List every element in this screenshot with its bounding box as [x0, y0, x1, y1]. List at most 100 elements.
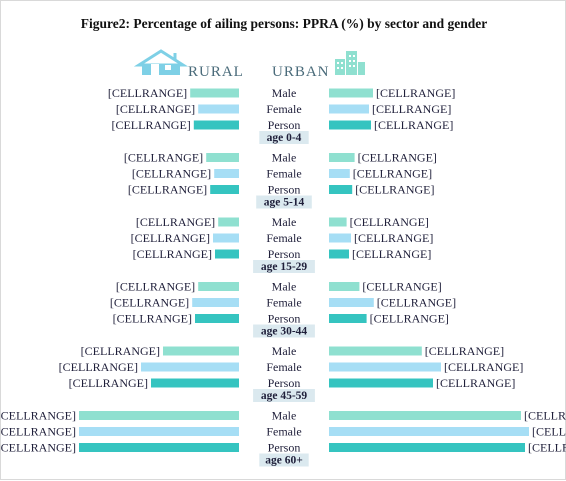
bar-rural-female — [79, 427, 239, 436]
age-group-label: age 5-14 — [264, 197, 305, 209]
data-label-rural: [CELLRANGE] — [116, 102, 195, 116]
category-label: Female — [266, 425, 301, 439]
bar-rural-female — [192, 298, 239, 307]
bar-rural-female — [198, 104, 239, 114]
bar-rural-male — [190, 88, 239, 98]
bar-rural-person — [215, 249, 239, 259]
age-label-background — [253, 260, 315, 273]
age-group-label: age 15-29 — [261, 261, 308, 273]
data-label-urban: [CELLRANGE] — [436, 376, 515, 390]
bar-rural-male — [206, 153, 239, 162]
legend-rural: RURAL — [188, 64, 244, 80]
data-label-urban: [CELLRANGE] — [350, 215, 429, 229]
bar-urban-male — [329, 346, 422, 356]
bar-urban-male — [329, 217, 347, 227]
bar-rural-female — [214, 169, 239, 178]
data-label-urban: [CELLRANGE] — [353, 167, 432, 181]
bar-urban-person — [329, 249, 349, 259]
category-label: Male — [272, 86, 297, 100]
data-label-rural: [CELLRANGE] — [1, 425, 76, 439]
bar-urban-female — [329, 298, 374, 307]
urban-buildings-icon — [335, 51, 365, 75]
bar-urban-female — [329, 104, 369, 114]
data-label-urban: [CELLRANGE] — [425, 344, 504, 358]
bar-rural-male — [198, 282, 239, 291]
data-label-rural: [CELLRANGE] — [81, 344, 160, 358]
data-label-rural: [CELLRANGE] — [133, 247, 212, 261]
category-label: Female — [266, 360, 301, 374]
age-group-label: age 60+ — [265, 455, 303, 467]
age-group-label: age 30-44 — [261, 326, 308, 338]
category-label: Person — [268, 312, 301, 326]
category-label: Person — [268, 183, 301, 197]
data-label-rural: [CELLRANGE] — [111, 118, 190, 132]
bar-rural-male — [79, 411, 239, 420]
category-label: Female — [266, 296, 301, 310]
bar-urban-person — [329, 443, 525, 452]
age-label-background — [253, 324, 315, 338]
data-label-urban: [CELLRANGE] — [362, 280, 441, 294]
age-group-label: age 45-59 — [261, 390, 308, 402]
category-label: Person — [268, 376, 301, 390]
bar-rural-person — [193, 120, 239, 130]
data-label-rural: [CELLRANGE] — [136, 215, 215, 229]
bar-urban-female — [329, 427, 529, 436]
data-label-rural: [CELLRANGE] — [69, 376, 148, 390]
bar-rural-person — [79, 443, 239, 452]
data-label-urban: [CELLRANGE] — [358, 151, 437, 165]
bar-urban-male — [329, 282, 360, 291]
data-label-urban: [CELLRANGE] — [444, 360, 523, 374]
bar-rural-female — [141, 362, 239, 372]
data-label-urban: [CELLRANGE] — [370, 312, 449, 326]
data-label-rural: [CELLRANGE] — [59, 360, 138, 374]
data-label-urban: [CELLRANGE] — [532, 425, 566, 439]
data-label-urban: [CELLRANGE] — [374, 118, 453, 132]
data-label-rural: [CELLRANGE] — [1, 441, 76, 455]
legend-urban: URBAN — [272, 64, 330, 80]
age-group-label: age 0-4 — [267, 132, 302, 144]
age-label-background — [256, 195, 312, 209]
data-label-urban: [CELLRANGE] — [372, 102, 451, 116]
data-label-rural: [CELLRANGE] — [110, 296, 189, 310]
data-label-urban: [CELLRANGE] — [528, 441, 566, 455]
bar-urban-female — [329, 233, 351, 243]
data-label-rural: [CELLRANGE] — [108, 86, 187, 100]
data-label-rural: [CELLRANGE] — [124, 151, 203, 165]
category-label: Female — [266, 167, 301, 181]
bar-urban-female — [329, 362, 441, 372]
category-label: Male — [272, 280, 297, 294]
data-label-rural: [CELLRANGE] — [1, 409, 76, 423]
data-label-urban: [CELLRANGE] — [352, 247, 431, 261]
rural-house-icon — [133, 49, 189, 75]
bar-urban-female — [329, 169, 350, 178]
bar-rural-person — [195, 314, 239, 323]
category-label: Female — [266, 102, 301, 116]
data-label-urban: [CELLRANGE] — [524, 409, 566, 423]
plot-area: Male [CELLRANGE] [CELLRANGE] Female [CELLRAN… — [1, 86, 566, 467]
data-label-rural: [CELLRANGE] — [131, 231, 210, 245]
bar-urban-person — [329, 185, 353, 194]
bar-rural-female — [213, 233, 239, 243]
data-label-urban: [CELLRANGE] — [354, 231, 433, 245]
data-label-urban: [CELLRANGE] — [355, 183, 434, 197]
category-label: Male — [272, 344, 297, 358]
data-label-rural: [CELLRANGE] — [132, 167, 211, 181]
bar-urban-male — [329, 153, 355, 162]
data-label-urban: [CELLRANGE] — [377, 296, 456, 310]
age-label-background — [259, 131, 309, 144]
category-label: Male — [272, 409, 297, 423]
category-label: Male — [272, 151, 297, 165]
bar-urban-person — [329, 378, 433, 388]
chart-title: Figure2: Percentage of ailing persons: P… — [81, 16, 487, 31]
category-label: Person — [268, 118, 301, 132]
bar-urban-male — [329, 411, 521, 420]
bar-rural-person — [151, 378, 239, 388]
category-label: Male — [272, 215, 297, 229]
category-label: Female — [266, 231, 301, 245]
data-label-urban: [CELLRANGE] — [376, 86, 455, 100]
bar-rural-person — [210, 185, 239, 194]
category-label: Person — [268, 441, 301, 455]
data-label-rural: [CELLRANGE] — [128, 183, 207, 197]
